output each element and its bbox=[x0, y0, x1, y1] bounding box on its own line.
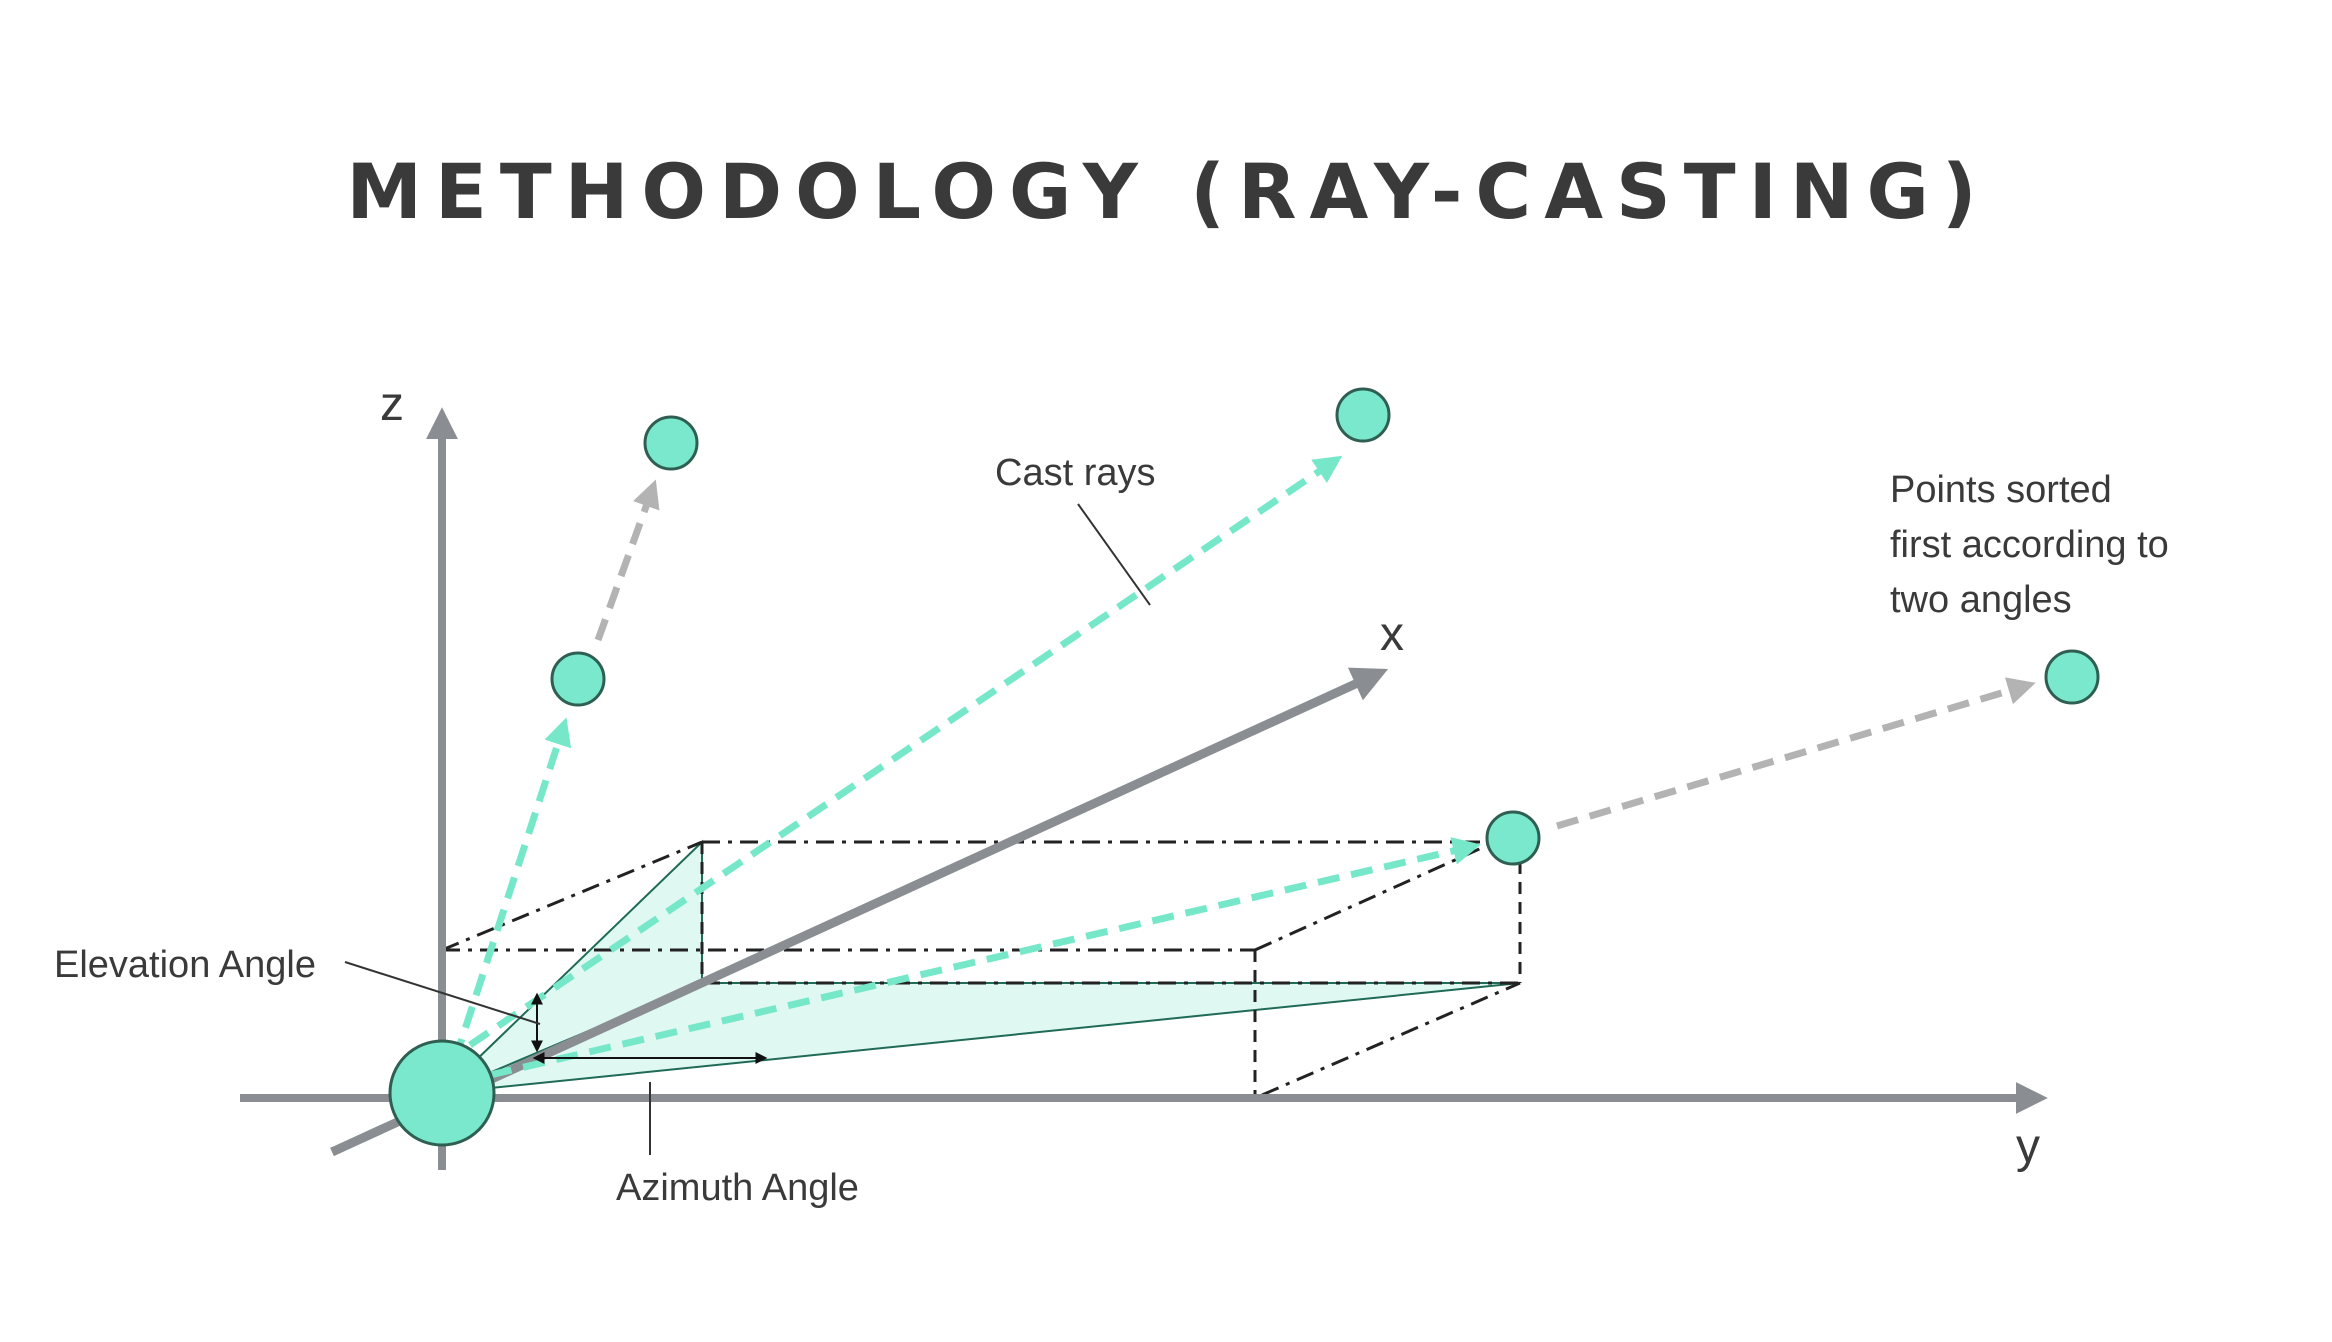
azimuth-angle-label: Azimuth Angle bbox=[616, 1167, 859, 1209]
y-axis-label: y bbox=[2016, 1120, 2040, 1173]
points-sorted-label-line-1: Points sorted bbox=[1890, 469, 2112, 511]
points-sorted-label-line-3: two angles bbox=[1890, 579, 2072, 621]
ray-to-upper-right-point bbox=[468, 455, 1343, 1048]
sensor-origin-point bbox=[388, 1039, 496, 1147]
point-far-high bbox=[643, 415, 699, 471]
z-axis-label: z bbox=[380, 378, 404, 431]
page-title: METHODOLOGY (RAY-CASTING) bbox=[346, 147, 1989, 236]
elevation-angle-label: Elevation Angle bbox=[54, 944, 316, 986]
ray-to-near-high-point bbox=[451, 717, 572, 1062]
ray-continued-up bbox=[594, 479, 660, 642]
cast-rays-label: Cast rays bbox=[995, 452, 1155, 494]
point-box-corner bbox=[1485, 810, 1541, 866]
point-far-right bbox=[2044, 649, 2100, 705]
projection-box bbox=[441, 840, 1521, 1097]
cast-rays-hit bbox=[451, 455, 1481, 1079]
projection-drops bbox=[700, 842, 1522, 1095]
point-upper-right bbox=[1335, 387, 1391, 443]
x-axis-label: x bbox=[1380, 608, 1404, 661]
ray-continued-right bbox=[1555, 677, 2036, 830]
point-near-high bbox=[550, 651, 606, 707]
cast-rays-continued bbox=[594, 479, 2036, 830]
points-sorted-label-line-2: first according to bbox=[1890, 524, 2169, 566]
cast-rays-leader bbox=[1077, 503, 1151, 606]
elevation-label-leader bbox=[344, 961, 541, 1025]
